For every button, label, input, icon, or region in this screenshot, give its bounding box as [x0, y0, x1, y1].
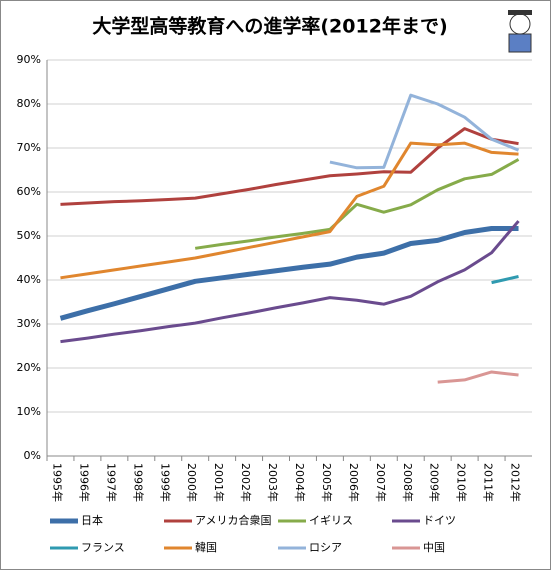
y-tick-label: 60% [17, 185, 41, 198]
y-tick-label: 80% [17, 97, 41, 110]
legend-label: イギリス [309, 514, 353, 527]
x-tick-label: 2002年 [239, 463, 253, 502]
series-line [194, 158, 520, 250]
x-tick-label: 2008年 [401, 463, 415, 502]
x-tick-label: 2010年 [455, 463, 469, 502]
x-tick-label: 2005年 [320, 463, 334, 502]
series-line [59, 226, 519, 321]
y-tick-label: 0% [24, 449, 41, 462]
legend-label: ドイツ [423, 514, 456, 527]
x-tick-label: 2009年 [428, 463, 442, 502]
x-tick-label: 2012年 [509, 463, 523, 502]
series-line [60, 141, 519, 280]
y-tick-label: 90% [17, 53, 41, 66]
x-tick-label: 2001年 [212, 463, 226, 502]
series-line [437, 370, 519, 384]
series-line [491, 275, 519, 285]
legend-label: 韓国 [195, 541, 217, 554]
x-tick-label: 2000年 [185, 463, 199, 502]
legend-label: フランス [81, 541, 125, 554]
chart-title: 大学型高等教育への進学率(2012年まで) [92, 15, 447, 38]
legend-label: ロシア [309, 541, 342, 554]
x-tick-label: 1999年 [158, 463, 172, 502]
x-tick-label: 1998年 [131, 463, 145, 502]
legend-label: 日本 [81, 513, 103, 527]
legend-label: 中国 [423, 541, 445, 554]
y-tick-label: 50% [17, 229, 41, 242]
x-tick-label: 2003年 [266, 463, 280, 502]
legend-label: アメリカ合衆国 [195, 513, 271, 527]
y-tick-label: 40% [17, 273, 41, 286]
y-tick-label: 30% [17, 317, 41, 330]
x-tick-label: 1995年 [50, 463, 64, 502]
mascot [508, 10, 532, 53]
x-tick-label: 1996年 [77, 463, 91, 502]
x-tick-label: 1997年 [104, 463, 118, 502]
x-tick-label: 2007年 [374, 463, 388, 502]
y-tick-label: 20% [17, 361, 41, 374]
x-tick-label: 2011年 [482, 463, 496, 502]
x-tick-label: 2006年 [347, 463, 361, 502]
series-line [329, 93, 520, 170]
y-tick-label: 10% [17, 405, 41, 418]
y-tick-label: 70% [17, 141, 41, 154]
series-line [60, 220, 520, 344]
x-tick-label: 2004年 [293, 463, 307, 502]
